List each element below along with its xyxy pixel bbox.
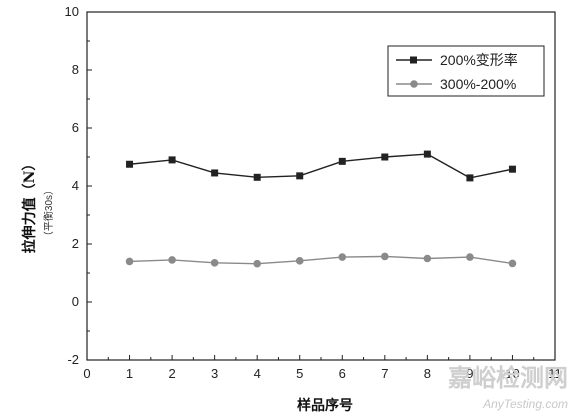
y-tick-label: 2 [72, 236, 79, 251]
series-line [129, 153, 513, 179]
x-tick-label: 3 [211, 366, 218, 381]
data-point [168, 256, 176, 264]
y-axis-title: 拉伸力值（N） [21, 157, 38, 254]
legend-marker [410, 80, 418, 88]
data-point [253, 173, 261, 181]
x-tick-label: 5 [296, 366, 303, 381]
y-tick-label: 4 [72, 178, 79, 193]
x-tick-label: 2 [168, 366, 175, 381]
y-axis-subtitle: （平衡30s） [43, 185, 55, 241]
data-point [423, 150, 431, 158]
x-tick-label: 11 [548, 366, 562, 381]
x-tick-label: 0 [83, 366, 90, 381]
y-tick-label: 0 [72, 294, 79, 309]
watermark-cn: 嘉峪检测网 [448, 364, 568, 392]
data-point [210, 259, 219, 267]
data-point [381, 153, 389, 161]
x-tick-label: 8 [424, 366, 431, 381]
x-tick-label: 1 [126, 366, 133, 381]
data-point [168, 156, 176, 164]
data-point [508, 259, 517, 268]
legend-label: 300%-200% [440, 76, 516, 92]
data-point [296, 172, 304, 180]
legend-label: 200%变形率 [440, 52, 518, 68]
data-point [125, 257, 134, 266]
x-tick-label: 7 [381, 366, 388, 381]
legend-marker [410, 56, 417, 64]
data-point [508, 165, 516, 173]
series-1 [126, 150, 516, 182]
y-tick-label: 8 [72, 62, 79, 77]
x-axis-ticks: 0 1 2 3 4 5 6 7 8 9 10 11 [83, 355, 562, 381]
y-tick-label: 6 [72, 120, 79, 135]
data-point [338, 157, 346, 165]
data-point [338, 253, 347, 261]
data-point [253, 259, 261, 268]
x-tick-label: 6 [339, 366, 346, 381]
x-tick-label: 9 [466, 366, 473, 381]
data-point [126, 160, 134, 168]
y-tick-label: 10 [65, 4, 79, 19]
x-tick-label: 10 [505, 366, 519, 381]
series-layer [125, 150, 517, 268]
y-axis-title-group: 拉伸力值（N） （平衡30s） [21, 157, 55, 254]
series-line [129, 255, 513, 265]
watermark-en: AnyTesting.com [482, 397, 568, 411]
data-point [466, 174, 474, 182]
data-point [211, 169, 219, 177]
series-2 [125, 252, 517, 268]
data-point [381, 252, 389, 261]
x-tick-label: 4 [254, 366, 261, 381]
x-axis-title: 样品序号 [297, 397, 353, 414]
data-point [466, 253, 474, 261]
legend: 200%变形率 300%-200% [387, 45, 545, 97]
data-point [423, 254, 432, 263]
y-axis-ticks: -2 0 2 4 6 8 10 [65, 4, 92, 367]
data-point [295, 257, 304, 265]
watermark: 嘉峪检测网 AnyTesting.com [448, 364, 568, 411]
y-tick-label: -2 [67, 352, 79, 367]
